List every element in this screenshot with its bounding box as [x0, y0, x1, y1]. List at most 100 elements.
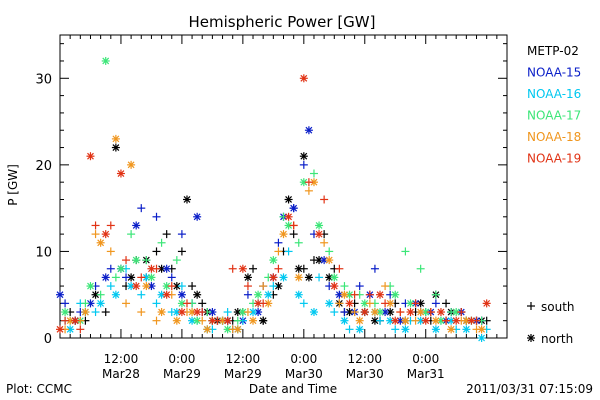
point-noaa-17-north: [61, 308, 70, 317]
point-noaa-19-north: [177, 308, 186, 317]
point-noaa-15-north: [101, 273, 110, 282]
y-tick-label: 0: [44, 332, 52, 347]
point-noaa-18-south: [381, 282, 390, 291]
point-noaa-18-south: [411, 316, 420, 325]
point-noaa-17-south: [142, 256, 151, 265]
x-tick-label-time: 12:00: [347, 352, 382, 366]
point-noaa-19-south: [182, 299, 191, 308]
point-noaa-19-north: [452, 316, 461, 325]
point-noaa-16-north: [66, 325, 75, 334]
point-noaa-19-north: [421, 316, 430, 325]
point-noaa-16-north: [264, 290, 273, 299]
point-metp-02-north: [284, 195, 293, 204]
x-axis-label: Date and Time: [249, 382, 337, 396]
point-noaa-16-north: [477, 334, 486, 342]
point-noaa-18-south: [91, 230, 100, 239]
x-tick-label-date: Mar29: [163, 367, 201, 381]
point-noaa-15-south: [355, 282, 364, 291]
point-noaa-19-south: [76, 325, 85, 334]
legend-entry-noaa-18: NOAA-18: [527, 130, 581, 144]
point-noaa-19-north: [56, 325, 64, 334]
point-noaa-18-north: [233, 325, 242, 334]
point-noaa-16-south: [391, 325, 400, 334]
point-noaa-16-north: [111, 290, 120, 299]
point-noaa-18-south: [274, 247, 283, 256]
point-noaa-19-north: [86, 152, 95, 161]
point-noaa-17-south: [96, 290, 105, 299]
point-noaa-19-north: [71, 316, 80, 325]
point-noaa-17-north: [223, 325, 232, 334]
point-noaa-18-north: [264, 299, 273, 308]
axes: 010203012:00Mar280:00Mar2912:00Mar290:00…: [35, 34, 508, 381]
point-noaa-19-south: [365, 290, 374, 299]
point-noaa-15-south: [137, 204, 146, 213]
x-tick-label-time: 0:00: [412, 352, 439, 366]
point-noaa-15-north: [320, 256, 329, 265]
point-noaa-16-south: [269, 282, 278, 291]
point-metp-02-north: [111, 143, 120, 152]
point-noaa-19-north: [147, 264, 156, 273]
legend-entry-noaa-15: NOAA-15: [527, 66, 581, 80]
point-noaa-17-north: [254, 290, 263, 299]
point-noaa-16-north: [279, 273, 288, 282]
point-noaa-19-north: [193, 308, 202, 317]
point-noaa-16-north: [340, 316, 349, 325]
point-noaa-19-north: [315, 230, 324, 239]
timestamp: 2011/03/31 07:15:09: [466, 382, 593, 396]
point-noaa-17-north: [284, 221, 293, 230]
point-noaa-18-south: [106, 247, 115, 256]
point-noaa-15-south: [122, 273, 131, 282]
point-metp-02-south: [442, 299, 451, 308]
point-noaa-19-south: [274, 264, 283, 273]
legend-north-label: north: [541, 332, 573, 346]
point-noaa-18-north: [294, 273, 303, 282]
legend-entry-metp-02: METP-02: [527, 44, 579, 58]
point-noaa-15-south: [299, 160, 308, 169]
point-noaa-19-south: [167, 282, 176, 291]
point-noaa-19-south: [381, 299, 390, 308]
legend-entry-noaa-17: NOAA-17: [527, 109, 581, 123]
legend-north-marker: [527, 334, 535, 342]
point-noaa-15-north: [208, 308, 217, 317]
point-metp-02-north: [193, 290, 202, 299]
point-noaa-19-south: [304, 178, 313, 187]
point-noaa-19-south: [411, 299, 420, 308]
point-noaa-15-north: [304, 126, 313, 135]
point-metp-02-south: [188, 282, 197, 291]
point-metp-02-south: [101, 308, 110, 317]
point-noaa-19-south: [228, 264, 237, 273]
point-noaa-16-south: [376, 316, 385, 325]
point-noaa-17-north: [177, 299, 186, 308]
point-noaa-17-north: [147, 273, 156, 282]
point-noaa-17-north: [86, 282, 95, 291]
point-noaa-19-south: [289, 221, 298, 230]
point-noaa-15-north: [147, 282, 156, 291]
point-noaa-19-north: [101, 230, 110, 239]
legend-south-marker: [527, 302, 535, 310]
point-noaa-18-north: [111, 134, 120, 143]
x-tick-label-date: Mar28: [102, 367, 140, 381]
point-noaa-16-south: [137, 290, 146, 299]
point-noaa-19-south: [335, 264, 344, 273]
point-noaa-19-south: [91, 221, 100, 230]
point-noaa-18-north: [340, 290, 349, 299]
point-metp-02-north: [294, 264, 303, 273]
point-noaa-16-south: [330, 308, 339, 317]
point-noaa-17-north: [132, 256, 141, 265]
point-noaa-18-north: [401, 316, 410, 325]
point-noaa-18-north: [355, 316, 364, 325]
point-noaa-19-north: [208, 316, 217, 325]
point-noaa-18-north: [431, 316, 440, 325]
point-noaa-19-north: [162, 290, 171, 299]
point-noaa-19-south: [122, 256, 131, 265]
point-noaa-19-south: [457, 308, 466, 317]
point-noaa-17-north: [269, 256, 278, 265]
point-noaa-19-north: [269, 273, 278, 282]
point-noaa-19-north: [345, 299, 354, 308]
point-noaa-17-north: [101, 56, 110, 65]
point-noaa-16-north: [401, 325, 410, 334]
point-noaa-18-north: [370, 308, 379, 317]
point-noaa-18-north: [127, 160, 136, 169]
point-noaa-15-north: [162, 264, 171, 273]
